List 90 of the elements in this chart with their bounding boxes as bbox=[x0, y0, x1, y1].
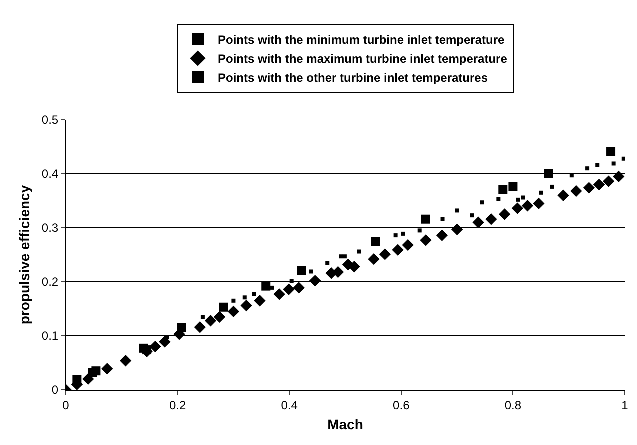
point bbox=[470, 214, 474, 218]
y-tick-label: 0.3 bbox=[42, 221, 59, 236]
x-tick-label: 0.4 bbox=[281, 398, 298, 412]
point bbox=[570, 185, 582, 198]
point bbox=[544, 170, 554, 178]
x-axis-title: Mach bbox=[328, 416, 364, 433]
point bbox=[602, 176, 615, 188]
point bbox=[371, 237, 380, 246]
point bbox=[533, 198, 545, 210]
point bbox=[558, 190, 570, 202]
point bbox=[120, 354, 132, 367]
point bbox=[348, 261, 360, 273]
point bbox=[150, 340, 162, 353]
point bbox=[420, 234, 432, 246]
point bbox=[342, 254, 347, 259]
point bbox=[159, 336, 171, 348]
point bbox=[401, 232, 406, 236]
point bbox=[394, 234, 398, 238]
legend-label: Points with the maximum turbine inlet temperature bbox=[218, 52, 508, 66]
point bbox=[508, 182, 518, 192]
point bbox=[242, 296, 247, 300]
point bbox=[339, 254, 344, 259]
point bbox=[297, 266, 306, 276]
point bbox=[274, 288, 286, 300]
point bbox=[418, 228, 422, 233]
point bbox=[293, 282, 305, 294]
point bbox=[379, 248, 392, 260]
point bbox=[593, 178, 606, 191]
point bbox=[436, 230, 448, 242]
point bbox=[586, 166, 590, 171]
point bbox=[392, 244, 404, 256]
legend-label: Points with the other turbine inlet temperatures bbox=[218, 71, 488, 86]
point bbox=[214, 311, 226, 323]
point bbox=[583, 182, 596, 194]
x-tick-label: 1 bbox=[622, 398, 629, 412]
y-tick-label: 0.1 bbox=[42, 329, 59, 344]
point bbox=[550, 184, 554, 189]
point bbox=[516, 198, 520, 202]
point bbox=[402, 239, 414, 252]
point bbox=[309, 270, 314, 274]
point bbox=[240, 300, 252, 312]
point bbox=[232, 298, 236, 303]
point bbox=[606, 147, 616, 156]
point bbox=[522, 200, 534, 212]
point bbox=[622, 156, 625, 161]
y-tick-label: 0.5 bbox=[42, 113, 59, 128]
point bbox=[440, 217, 445, 222]
point bbox=[252, 292, 256, 296]
x-tick-label: 0.2 bbox=[169, 398, 186, 412]
point bbox=[309, 275, 322, 287]
point bbox=[283, 284, 295, 296]
y-tick-label: 0.2 bbox=[42, 275, 59, 290]
x-tick-label: 0.6 bbox=[393, 398, 410, 412]
point bbox=[472, 216, 484, 228]
point bbox=[102, 363, 114, 375]
point bbox=[165, 335, 170, 340]
point bbox=[228, 306, 240, 318]
point bbox=[612, 162, 616, 166]
point bbox=[326, 261, 330, 266]
point bbox=[82, 373, 94, 386]
point bbox=[368, 253, 380, 266]
point bbox=[512, 202, 524, 214]
y-tick-label: 0.4 bbox=[42, 167, 59, 182]
point bbox=[357, 250, 362, 254]
point bbox=[539, 190, 544, 195]
point bbox=[422, 214, 430, 224]
point bbox=[596, 163, 600, 168]
point bbox=[219, 302, 228, 312]
point bbox=[498, 208, 511, 220]
point bbox=[498, 185, 508, 194]
x-tick-label: 0.8 bbox=[504, 398, 522, 412]
point bbox=[204, 315, 217, 327]
point bbox=[521, 196, 526, 200]
point bbox=[194, 322, 206, 334]
point bbox=[270, 286, 274, 290]
point bbox=[480, 200, 484, 205]
y-tick-label: 0 bbox=[52, 383, 59, 398]
point bbox=[290, 279, 294, 284]
point bbox=[486, 214, 498, 226]
legend-label: Points with the minimum turbine inlet temperature bbox=[218, 33, 506, 48]
point bbox=[451, 224, 464, 236]
point bbox=[254, 295, 266, 307]
point bbox=[455, 208, 460, 213]
point bbox=[496, 197, 501, 202]
point bbox=[262, 282, 271, 291]
y-axis-title: propulsive efficiency bbox=[16, 185, 33, 325]
x-tick-label: 0 bbox=[62, 398, 70, 412]
point bbox=[613, 170, 625, 183]
point bbox=[200, 315, 205, 320]
point bbox=[92, 366, 101, 376]
